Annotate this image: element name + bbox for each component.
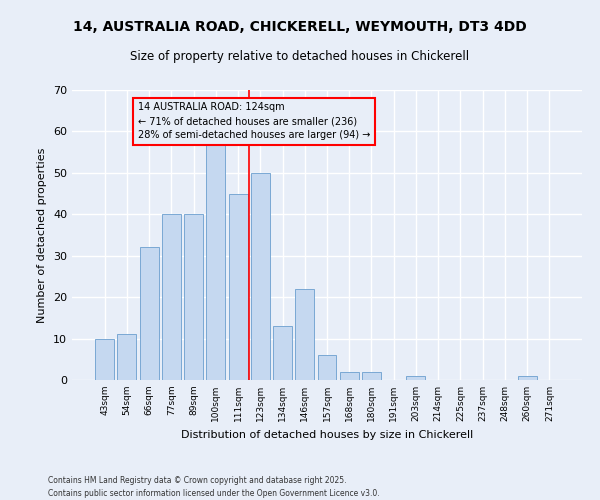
- Bar: [406, 376, 425, 380]
- Bar: [140, 248, 158, 380]
- Bar: [229, 194, 248, 380]
- Text: Contains HM Land Registry data © Crown copyright and database right 2025.
Contai: Contains HM Land Registry data © Crown c…: [48, 476, 380, 498]
- Bar: [118, 334, 136, 380]
- Text: Size of property relative to detached houses in Chickerell: Size of property relative to detached ho…: [130, 50, 470, 63]
- Text: 14 AUSTRALIA ROAD: 124sqm
← 71% of detached houses are smaller (236)
28% of semi: 14 AUSTRALIA ROAD: 124sqm ← 71% of detac…: [138, 102, 370, 141]
- Bar: [362, 372, 381, 380]
- Text: 14, AUSTRALIA ROAD, CHICKERELL, WEYMOUTH, DT3 4DD: 14, AUSTRALIA ROAD, CHICKERELL, WEYMOUTH…: [73, 20, 527, 34]
- Bar: [340, 372, 359, 380]
- Bar: [317, 355, 337, 380]
- Bar: [206, 140, 225, 380]
- X-axis label: Distribution of detached houses by size in Chickerell: Distribution of detached houses by size …: [181, 430, 473, 440]
- Bar: [251, 173, 270, 380]
- Bar: [184, 214, 203, 380]
- Bar: [95, 338, 114, 380]
- Bar: [518, 376, 536, 380]
- Bar: [162, 214, 181, 380]
- Bar: [273, 326, 292, 380]
- Y-axis label: Number of detached properties: Number of detached properties: [37, 148, 47, 322]
- Bar: [295, 289, 314, 380]
